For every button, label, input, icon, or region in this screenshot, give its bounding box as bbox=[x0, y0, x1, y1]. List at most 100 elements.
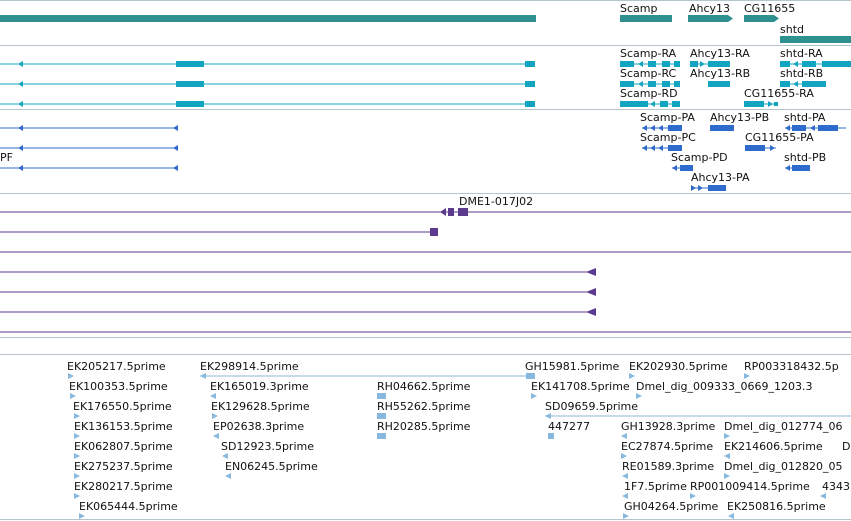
est-label: SD12923.5prime bbox=[221, 440, 314, 453]
alignment-row-2[interactable] bbox=[0, 228, 438, 236]
transcript-ahcy13-ra[interactable]: Ahcy13-RA bbox=[690, 47, 750, 67]
transcript-scamp-rd[interactable]: Scamp-RD bbox=[620, 87, 680, 107]
est-ek062807[interactable]: EK062807.5prime bbox=[74, 440, 173, 459]
est-ek298914[interactable]: EK298914.5prime bbox=[200, 360, 535, 379]
est-rh20285[interactable]: RH20285.5prime bbox=[377, 420, 471, 439]
est-dmel-dig-012774[interactable]: Dmel_dig_012774_06 bbox=[724, 420, 843, 439]
protein-label-shtd-pa: shtd-PA bbox=[784, 111, 826, 124]
est-ek141708[interactable]: EK141708.5prime bbox=[531, 380, 630, 399]
protein-label-shtd-pb: shtd-PB bbox=[784, 151, 826, 164]
protein-shtd-pa[interactable]: shtd-PA bbox=[784, 111, 846, 131]
est-label: 4343 bbox=[822, 480, 850, 493]
est-d-truncated[interactable]: D bbox=[842, 440, 850, 453]
est-ek176550[interactable]: EK176550.5prime bbox=[73, 400, 172, 419]
transcript-scamp-ra[interactable]: Scamp-RA bbox=[620, 47, 680, 67]
alignment-row-6[interactable] bbox=[0, 308, 596, 316]
est-ek202930[interactable]: EK202930.5prime bbox=[629, 360, 728, 379]
alignment-dme1-017j02[interactable]: DME1-017J02 bbox=[0, 195, 851, 216]
est-rp003318432[interactable]: RP003318432.5p bbox=[744, 360, 839, 379]
est-dmel-dig-012820[interactable]: Dmel_dig_012820_05 bbox=[724, 460, 843, 479]
protein-shtd-pb[interactable]: shtd-PB bbox=[784, 151, 826, 171]
protein-scamp-pa[interactable]: Scamp-PA bbox=[640, 111, 695, 131]
protein-ahcy13-pb[interactable]: Ahcy13-PB bbox=[710, 111, 769, 131]
est-label: EK280217.5prime bbox=[74, 480, 173, 493]
transcript-label-ahcy13-rb: Ahcy13-RB bbox=[690, 67, 750, 80]
est-4343[interactable]: 4343 bbox=[820, 480, 850, 499]
transcript-label-scamp-ra: Scamp-RA bbox=[620, 47, 677, 60]
est-rh55262[interactable]: RH55262.5prime bbox=[377, 400, 471, 419]
gene-span-left[interactable] bbox=[0, 15, 536, 22]
est-ek100353[interactable]: EK100353.5prime bbox=[69, 380, 168, 399]
est-en06245[interactable]: EN06245.5prime bbox=[225, 460, 318, 479]
protein-ahcy13-pa[interactable]: Ahcy13-PA bbox=[691, 171, 750, 191]
est-1f7[interactable]: 1F7.5prime bbox=[622, 480, 687, 499]
est-ek280217[interactable]: EK280217.5prime bbox=[74, 480, 173, 499]
est-label: RH20285.5prime bbox=[377, 420, 471, 433]
protein-long-1[interactable] bbox=[0, 125, 178, 131]
est-label: EK250816.5prime bbox=[727, 500, 826, 513]
est-dmel-dig-009333[interactable]: Dmel_dig_009333_0669_1203.3 bbox=[636, 380, 813, 399]
est-label: RH55262.5prime bbox=[377, 400, 471, 413]
est-label: EK214606.5prime bbox=[724, 440, 823, 453]
est-ek214606[interactable]: EK214606.5prime bbox=[724, 440, 823, 459]
est-rp001009414[interactable]: RP001009414.5prime bbox=[690, 480, 810, 499]
est-label: RE01589.3prime bbox=[622, 460, 714, 473]
est-ek065444[interactable]: EK065444.5prime bbox=[79, 500, 178, 519]
est-label: EK062807.5prime bbox=[74, 440, 173, 453]
est-rh04662[interactable]: RH04662.5prime bbox=[377, 380, 471, 399]
transcript-label-ahcy13-ra: Ahcy13-RA bbox=[690, 47, 750, 60]
protein-cg11655-pa[interactable]: CG11655-PA bbox=[745, 131, 814, 151]
est-gh04264[interactable]: GH04264.5prime bbox=[623, 500, 719, 519]
gene-label-cg11655: CG11655 bbox=[744, 2, 795, 15]
est-ek165019[interactable]: EK165019.3prime bbox=[210, 380, 309, 399]
est-gh15981[interactable]: GH15981.5prime bbox=[525, 360, 620, 373]
est-447277[interactable]: 447277 bbox=[548, 420, 590, 439]
transcript-scamp-rc[interactable]: Scamp-RC bbox=[620, 67, 680, 87]
est-label: GH04264.5prime bbox=[624, 500, 719, 513]
transcript-label-shtd-rb: shtd-RB bbox=[780, 67, 823, 80]
est-label: D bbox=[842, 440, 850, 453]
est-label: Dmel_dig_012820_05 bbox=[724, 460, 843, 473]
transcript-shtd-ra[interactable]: shtd-RA bbox=[780, 47, 851, 67]
transcript-shtd-rb[interactable]: shtd-RB bbox=[780, 67, 826, 87]
est-ek205217[interactable]: EK205217.5prime bbox=[67, 360, 166, 379]
protein-scamp-pc[interactable]: Scamp-PC bbox=[640, 131, 696, 151]
est-label: EK205217.5prime bbox=[67, 360, 166, 373]
protein-scamp-pd[interactable]: Scamp-PD bbox=[671, 151, 728, 171]
transcript-cg11655-ra[interactable]: CG11655-RA bbox=[744, 87, 814, 107]
gene-ahcy13[interactable]: Ahcy13 bbox=[688, 2, 733, 22]
protein-label-scamp-pc: Scamp-PC bbox=[640, 131, 696, 144]
est-label: 1F7.5prime bbox=[624, 480, 687, 493]
transcript-long-3[interactable] bbox=[0, 101, 535, 107]
est-gh13928[interactable]: GH13928.3prime bbox=[621, 420, 716, 439]
est-ek129628[interactable]: EK129628.5prime bbox=[211, 400, 310, 419]
protein-long-3[interactable]: PF bbox=[0, 151, 178, 171]
est-label: EK129628.5prime bbox=[211, 400, 310, 413]
protein-long-2[interactable] bbox=[0, 145, 178, 151]
est-ek250816[interactable]: EK250816.5prime bbox=[727, 500, 826, 519]
transcript-ahcy13-rb[interactable]: Ahcy13-RB bbox=[690, 67, 750, 87]
transcript-long-1[interactable] bbox=[0, 61, 535, 67]
est-re01589[interactable]: RE01589.3prime bbox=[622, 460, 714, 479]
est-ek275237[interactable]: EK275237.5prime bbox=[74, 460, 173, 479]
gene-cg11655[interactable]: CG11655 bbox=[744, 2, 795, 22]
est-ek136153[interactable]: EK136153.5prime bbox=[74, 420, 173, 439]
est-label: EK275237.5prime bbox=[74, 460, 173, 473]
est-label: EK165019.3prime bbox=[210, 380, 309, 393]
transcript-long-2[interactable] bbox=[0, 81, 535, 87]
est-label: RP003318432.5p bbox=[744, 360, 839, 373]
gene-scamp[interactable]: Scamp bbox=[620, 2, 672, 22]
alignment-row-5[interactable] bbox=[0, 288, 596, 296]
gene-shtd[interactable]: shtd bbox=[780, 23, 851, 43]
alignment-label-dme1-017j02: DME1-017J02 bbox=[459, 195, 533, 208]
est-sd09659[interactable]: SD09659.5prime bbox=[545, 400, 851, 419]
alignment-row-4[interactable] bbox=[0, 268, 596, 276]
est-ep02638[interactable]: EP02638.3prime bbox=[213, 420, 304, 439]
est-label: EK202930.5prime bbox=[629, 360, 728, 373]
alignment-track: DME1-017J02 bbox=[0, 195, 851, 333]
est-sd12923[interactable]: SD12923.5prime bbox=[221, 440, 314, 459]
est-label: GH13928.3prime bbox=[621, 420, 716, 433]
est-ec27874[interactable]: EC27874.5prime bbox=[621, 440, 713, 459]
